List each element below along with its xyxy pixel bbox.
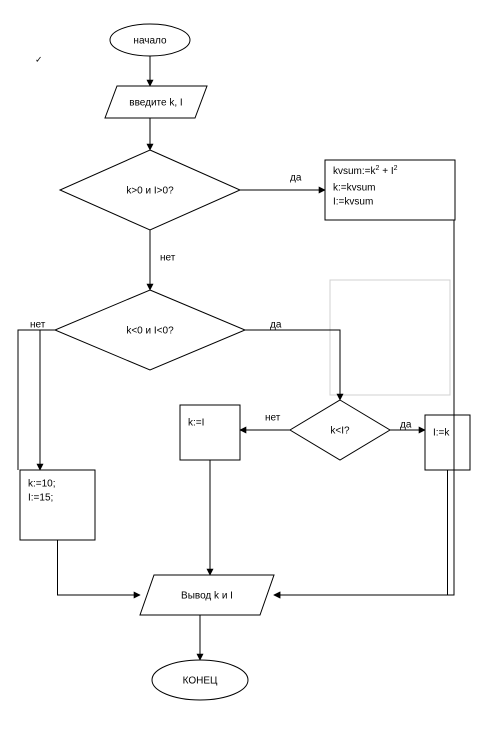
svg-text:I:=kvsum: I:=kvsum: [333, 197, 373, 208]
svg-text:k<I?: k<I?: [330, 426, 350, 437]
svg-text:I:=15;: I:=15;: [28, 493, 53, 504]
svg-text:да: да: [290, 173, 302, 184]
svg-text:k>0 и I>0?: k>0 и I>0?: [126, 186, 174, 197]
svg-text:I:=k: I:=k: [433, 428, 450, 439]
svg-text:нет: нет: [30, 320, 46, 331]
svg-text:введите k, I: введите k, I: [129, 98, 182, 109]
svg-text:да: да: [400, 420, 412, 431]
svg-text:k:=10;: k:=10;: [28, 479, 56, 490]
svg-text:начало: начало: [133, 36, 167, 47]
svg-text:нет: нет: [160, 253, 176, 264]
svg-text:✓: ✓: [35, 54, 43, 64]
svg-text:нет: нет: [265, 413, 281, 424]
svg-text:да: да: [270, 320, 282, 331]
svg-text:k:=kvsum: k:=kvsum: [333, 183, 376, 194]
svg-text:k<0 и I<0?: k<0 и I<0?: [126, 326, 174, 337]
svg-text:k:=I: k:=I: [188, 418, 204, 429]
svg-text:kvsum:=k2 + I2: kvsum:=k2 + I2: [333, 165, 398, 177]
svg-text:Вывод k и I: Вывод k и I: [181, 591, 233, 602]
svg-text:КОНЕЦ: КОНЕЦ: [183, 676, 218, 687]
